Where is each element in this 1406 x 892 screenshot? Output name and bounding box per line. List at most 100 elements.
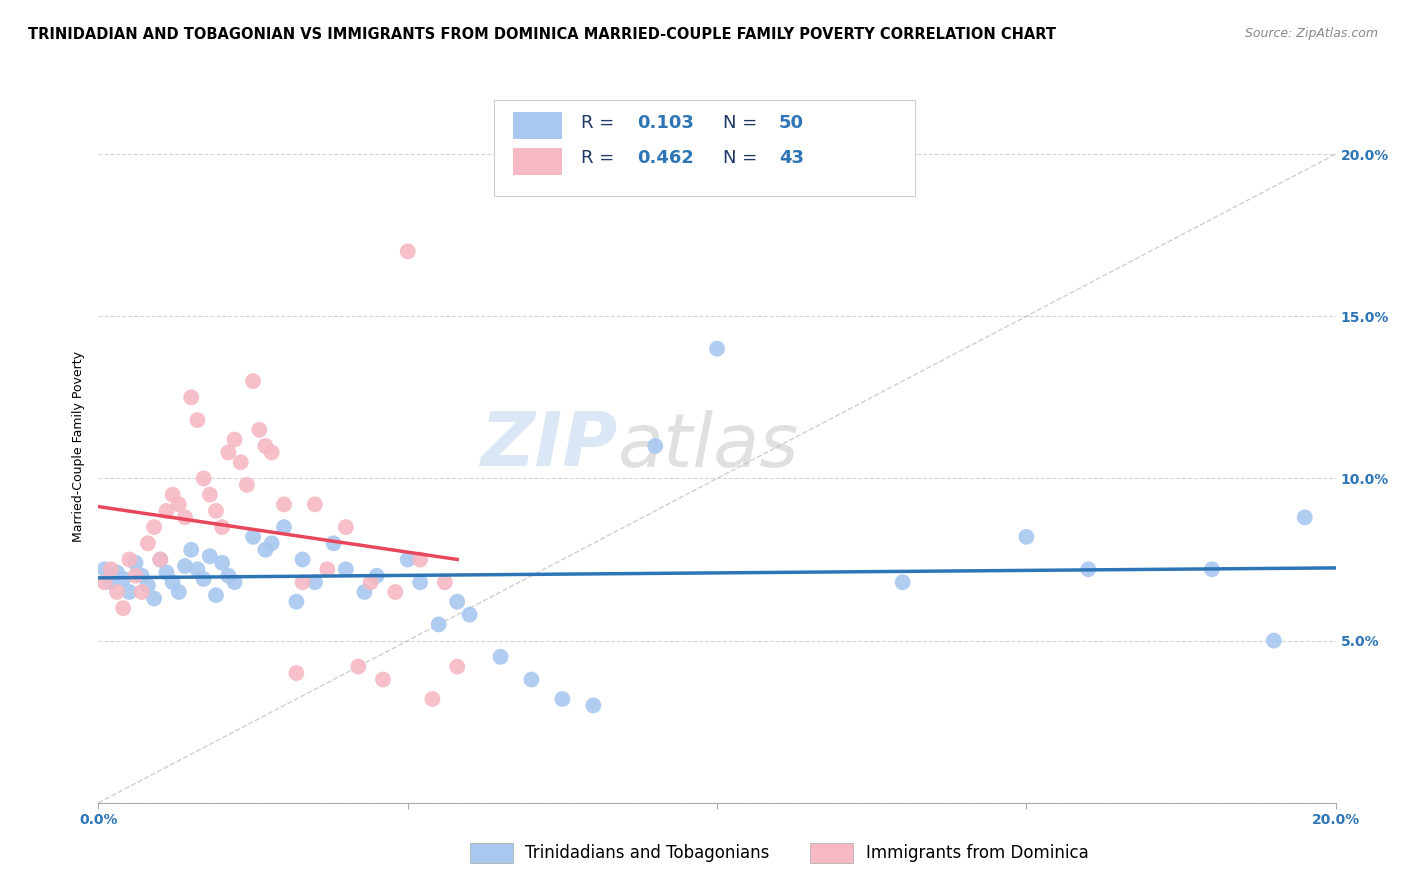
Point [1263, 633, 1285, 648]
Point [217, 445, 239, 459]
Point [644, 439, 666, 453]
Text: TRINIDADIAN AND TOBAGONIAN VS IMMIGRANTS FROM DOMINICA MARRIED-COUPLE FAMILY POV: TRINIDADIAN AND TOBAGONIAN VS IMMIGRANTS… [28, 27, 1056, 42]
Point [93, 562, 115, 576]
Text: 43: 43 [779, 150, 804, 168]
Text: ZIP: ZIP [481, 409, 619, 483]
Point [291, 575, 314, 590]
Point [396, 552, 419, 566]
Point [1294, 510, 1316, 524]
Point [162, 575, 184, 590]
Text: 0.103: 0.103 [637, 114, 693, 132]
Point [93, 575, 115, 590]
Text: R =: R = [581, 150, 620, 168]
Point [304, 575, 326, 590]
Point [489, 649, 512, 664]
Point [236, 478, 259, 492]
Text: atlas: atlas [619, 410, 800, 482]
Point [105, 566, 128, 580]
Point [520, 673, 543, 687]
Point [149, 552, 172, 566]
Point [162, 488, 184, 502]
Point [446, 595, 468, 609]
Point [131, 585, 153, 599]
Point [285, 595, 308, 609]
Point [118, 585, 141, 599]
Point [112, 572, 135, 586]
Point [322, 536, 344, 550]
Point [180, 390, 202, 404]
Point [304, 497, 326, 511]
Point [273, 497, 295, 511]
Point [180, 542, 202, 557]
Point [260, 536, 283, 550]
Point [409, 552, 432, 566]
Point [291, 552, 314, 566]
Point [273, 520, 295, 534]
Point [105, 585, 128, 599]
Point [582, 698, 605, 713]
Point [193, 572, 215, 586]
Point [186, 562, 208, 576]
Point [174, 559, 197, 574]
Point [205, 504, 228, 518]
Point [254, 439, 277, 453]
Point [551, 692, 574, 706]
FancyBboxPatch shape [513, 112, 562, 139]
Point [1201, 562, 1223, 576]
Point [254, 542, 277, 557]
Point [396, 244, 419, 259]
FancyBboxPatch shape [513, 148, 562, 175]
Point [224, 433, 246, 447]
Point [371, 673, 394, 687]
Point [242, 530, 264, 544]
Point [211, 556, 233, 570]
Point [260, 445, 283, 459]
Point [433, 575, 456, 590]
Point [136, 536, 159, 550]
Point [427, 617, 450, 632]
Point [118, 552, 141, 566]
Point [706, 342, 728, 356]
Point [446, 659, 468, 673]
Point [224, 575, 246, 590]
Point [155, 504, 177, 518]
Point [100, 562, 122, 576]
Point [458, 607, 481, 622]
Text: Trinidadians and Tobagonians: Trinidadians and Tobagonians [526, 845, 769, 863]
FancyBboxPatch shape [810, 844, 853, 863]
Point [242, 374, 264, 388]
Point [384, 585, 406, 599]
Point [100, 575, 122, 590]
Point [112, 601, 135, 615]
Point [217, 568, 239, 582]
Text: R =: R = [581, 114, 620, 132]
Point [360, 575, 382, 590]
Point [167, 497, 190, 511]
Text: N =: N = [723, 150, 763, 168]
FancyBboxPatch shape [495, 100, 915, 196]
Point [143, 591, 166, 606]
Point [247, 423, 270, 437]
Point [285, 666, 308, 681]
Text: 0.462: 0.462 [637, 150, 693, 168]
Point [124, 568, 146, 582]
Point [205, 588, 228, 602]
Text: Immigrants from Dominica: Immigrants from Dominica [866, 845, 1088, 863]
Point [891, 575, 914, 590]
Point [131, 568, 153, 582]
Text: 50: 50 [779, 114, 804, 132]
Point [211, 520, 233, 534]
Point [347, 659, 370, 673]
Point [335, 562, 357, 576]
Text: Source: ZipAtlas.com: Source: ZipAtlas.com [1244, 27, 1378, 40]
Point [136, 578, 159, 592]
Point [409, 575, 432, 590]
Point [316, 562, 339, 576]
Point [174, 510, 197, 524]
Point [186, 413, 208, 427]
Y-axis label: Married-Couple Family Poverty: Married-Couple Family Poverty [72, 351, 86, 541]
Point [335, 520, 357, 534]
Point [422, 692, 444, 706]
Point [1015, 530, 1038, 544]
Point [124, 556, 146, 570]
